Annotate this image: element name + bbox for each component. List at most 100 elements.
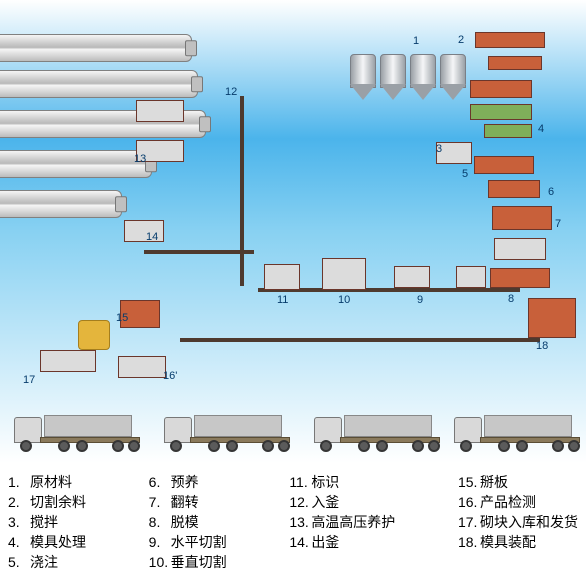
legend-col-4: 15.掰板 16.产品检测 17.砌块入库和发货 18.模具装配 [458, 472, 578, 575]
legend-item: 7.翻转 [149, 492, 227, 512]
legend-col-2: 6.预养 7.翻转 8.脱模 9.水平切割 10.垂直切割 [149, 472, 227, 575]
autoclave-1 [0, 34, 192, 62]
machine [136, 100, 184, 122]
legend-item: 11.标识 [289, 472, 395, 492]
legend-item: 2.切割余料 [8, 492, 86, 512]
h-rail [144, 250, 254, 254]
legend-num: 5. [8, 552, 30, 572]
truck [164, 404, 296, 452]
step-number: 10 [338, 294, 350, 306]
step-number: 11 [277, 294, 288, 306]
legend-label: 浇注 [30, 554, 58, 570]
step-number: 4 [538, 123, 544, 135]
legend-label: 脱模 [171, 514, 199, 530]
legend-label: 预养 [171, 474, 199, 490]
legend-item: 10.垂直切割 [149, 552, 227, 572]
legend-num: 1. [8, 472, 30, 492]
step-number: 14 [146, 231, 158, 243]
legend-item: 9.水平切割 [149, 532, 227, 552]
legend-num: 15. [458, 472, 480, 492]
legend-label: 掰板 [480, 474, 508, 490]
legend-label: 模具装配 [480, 534, 536, 550]
machine [490, 268, 550, 288]
machine [264, 264, 300, 290]
machine [118, 356, 166, 378]
step-number: 5 [462, 168, 468, 180]
legend-label: 砌块入库和发货 [480, 514, 578, 530]
step-number: 12 [225, 86, 237, 98]
step-number: 17 [23, 374, 35, 386]
legend-label: 产品检测 [480, 494, 536, 510]
process-diagram: 1 2 3 4 5 6 7 8 9 10 11 12 13 14 15 16' … [0, 0, 586, 463]
legend-num: 17. [458, 512, 480, 532]
step-number: 13 [134, 153, 146, 165]
machine [456, 266, 486, 288]
step-number: 1 [413, 35, 419, 47]
autoclave-4 [0, 150, 152, 178]
legend: 1.原材料 2.切割余料 3.搅拌 4.模具处理 5.浇注 6.预养 7.翻转 … [0, 468, 586, 575]
step-number: 16' [163, 370, 177, 382]
legend-item: 4.模具处理 [8, 532, 86, 552]
legend-label: 垂直切割 [171, 554, 227, 570]
machine [322, 258, 366, 290]
legend-num: 16. [458, 492, 480, 512]
legend-label: 出釜 [311, 534, 339, 550]
legend-num: 3. [8, 512, 30, 532]
legend-label: 原材料 [30, 474, 72, 490]
legend-label: 入釜 [311, 494, 339, 510]
step-number: 18 [536, 340, 548, 352]
legend-num: 9. [149, 532, 171, 552]
machine [470, 104, 532, 120]
legend-label: 水平切割 [171, 534, 227, 550]
silo-4 [440, 54, 466, 102]
legend-item: 3.搅拌 [8, 512, 86, 532]
legend-label: 翻转 [171, 494, 199, 510]
legend-num: 7. [149, 492, 171, 512]
legend-num: 13. [289, 512, 311, 532]
legend-num: 2. [8, 492, 30, 512]
legend-item: 6.预养 [149, 472, 227, 492]
v-rail [240, 96, 244, 286]
legend-label: 标识 [311, 474, 339, 490]
truck [454, 404, 586, 452]
legend-item: 14.出釜 [289, 532, 395, 552]
machine [475, 32, 545, 48]
legend-label: 搅拌 [30, 514, 58, 530]
legend-item: 17.砌块入库和发货 [458, 512, 578, 532]
legend-item: 18.模具装配 [458, 532, 578, 552]
legend-num: 11. [289, 472, 311, 492]
machine [394, 266, 430, 288]
machine [494, 238, 546, 260]
legend-num: 12. [289, 492, 311, 512]
step-number: 7 [555, 218, 561, 230]
legend-col-3: 11.标识 12.入釜 13.高温高压养护 14.出釜 [289, 472, 395, 575]
legend-item: 16.产品检测 [458, 492, 578, 512]
legend-col-1: 1.原材料 2.切割余料 3.搅拌 4.模具处理 5.浇注 [8, 472, 86, 575]
legend-num: 8. [149, 512, 171, 532]
machine [488, 56, 542, 70]
step-number: 15 [116, 312, 128, 324]
h-rail [180, 338, 540, 342]
machine [40, 350, 96, 372]
autoclave-2 [0, 70, 198, 98]
step-number: 2 [458, 34, 464, 46]
legend-item: 8.脱模 [149, 512, 227, 532]
autoclave-5 [0, 190, 122, 218]
step-number: 3 [436, 143, 442, 155]
legend-item: 13.高温高压养护 [289, 512, 395, 532]
legend-label: 模具处理 [30, 534, 86, 550]
legend-label: 高温高压养护 [311, 514, 395, 530]
legend-num: 4. [8, 532, 30, 552]
legend-item: 12.入釜 [289, 492, 395, 512]
step-number: 8 [508, 293, 514, 305]
machine [484, 124, 532, 138]
legend-num: 10. [149, 552, 171, 572]
truck [314, 404, 446, 452]
silo-3 [410, 54, 436, 102]
legend-num: 14. [289, 532, 311, 552]
machine [474, 156, 534, 174]
legend-num: 6. [149, 472, 171, 492]
silo-2 [380, 54, 406, 102]
legend-label: 切割余料 [30, 494, 86, 510]
machine [470, 80, 532, 98]
